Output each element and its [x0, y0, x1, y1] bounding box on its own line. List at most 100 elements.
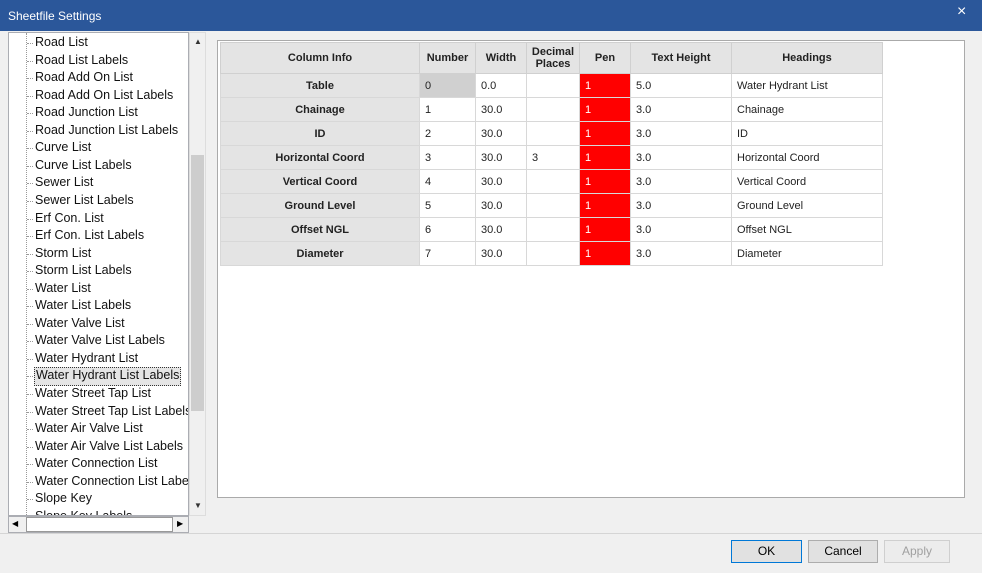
cell[interactable]: Water Hydrant List [731, 73, 883, 98]
cell[interactable]: 1 [579, 145, 631, 170]
tree-item[interactable]: Curve List Labels [35, 157, 132, 172]
cancel-button[interactable]: Cancel [808, 540, 878, 563]
cell[interactable]: 1 [579, 169, 631, 194]
tree-item[interactable]: Slope Key [35, 491, 92, 506]
horizontal-scrollbar[interactable]: ◀ ▶ [8, 516, 189, 533]
cell[interactable]: 30.0 [475, 241, 527, 266]
cell[interactable] [526, 193, 580, 218]
vertical-scrollbar[interactable]: ▲ ▼ [189, 32, 206, 516]
tree-item[interactable]: Road List Labels [35, 52, 129, 67]
cell[interactable] [526, 241, 580, 266]
cell[interactable]: 1 [579, 97, 631, 122]
cell[interactable]: 30.0 [475, 121, 527, 146]
cell[interactable]: 1 [579, 193, 631, 218]
cell[interactable]: 2 [419, 121, 476, 146]
cell[interactable]: Vertical Coord [731, 169, 883, 194]
tree-connector [27, 358, 33, 360]
cell[interactable]: Ground Level [731, 193, 883, 218]
tree-connector [27, 306, 33, 308]
cell[interactable]: Diameter [731, 241, 883, 266]
tree-item[interactable]: Road Junction List [35, 105, 138, 120]
tree-item[interactable]: Sewer List [35, 175, 94, 190]
cell[interactable]: 30.0 [475, 97, 527, 122]
column-header[interactable]: Column Info [220, 42, 420, 74]
tree-item[interactable]: Water Street Tap List Labels [35, 403, 189, 418]
cell[interactable]: 3.0 [630, 121, 732, 146]
tree-item[interactable]: Water Valve List Labels [35, 333, 165, 348]
tree-connector [27, 183, 33, 185]
tree-item[interactable]: Water Valve List [35, 315, 125, 330]
cell[interactable]: 5 [419, 193, 476, 218]
apply-button[interactable]: Apply [884, 540, 950, 563]
tree-item[interactable]: Sewer List Labels [35, 192, 134, 207]
cell[interactable] [526, 217, 580, 242]
tree-connector [27, 341, 33, 343]
cell[interactable]: 3.0 [630, 145, 732, 170]
cell[interactable]: 4 [419, 169, 476, 194]
tree-item[interactable]: Slope Key Labels [35, 508, 133, 516]
column-header[interactable]: Width [475, 42, 527, 74]
cell[interactable]: 1 [419, 97, 476, 122]
tree-item[interactable]: Road Add On List Labels [35, 87, 174, 102]
cell[interactable]: 3.0 [630, 241, 732, 266]
tree-item[interactable]: Road Add On List [35, 70, 133, 85]
cell[interactable]: 3.0 [630, 217, 732, 242]
cell[interactable]: 3 [419, 145, 476, 170]
tree-item[interactable]: Water Street Tap List [35, 386, 152, 400]
cell[interactable]: 1 [579, 217, 631, 242]
cell[interactable]: Horizontal Coord [731, 145, 883, 170]
tree-item[interactable]: Storm List Labels [35, 263, 132, 278]
cell[interactable] [526, 121, 580, 146]
cell[interactable]: Offset NGL [731, 217, 883, 242]
cell[interactable]: 30.0 [475, 145, 527, 170]
cell[interactable]: 5.0 [630, 73, 732, 98]
row-header: Table [220, 73, 420, 98]
cell[interactable]: 1 [579, 241, 631, 266]
tree-item[interactable]: Road Junction List Labels [35, 122, 179, 137]
cell[interactable]: 3.0 [630, 193, 732, 218]
cell[interactable] [526, 73, 580, 98]
cell[interactable] [526, 169, 580, 194]
tree-item[interactable]: Curve List [35, 140, 92, 155]
scroll-thumb[interactable] [191, 155, 204, 411]
tree-item[interactable]: Road List [35, 35, 88, 49]
cell[interactable]: 30.0 [475, 217, 527, 242]
ok-button[interactable]: OK [731, 540, 802, 563]
column-header[interactable]: Decimal Places [526, 42, 580, 74]
tree-connector [27, 499, 33, 501]
tree-item[interactable]: Erf Con. List Labels [35, 228, 145, 243]
cell[interactable]: 0 [419, 73, 476, 98]
cell[interactable]: 30.0 [475, 169, 527, 194]
column-header[interactable]: Headings [731, 42, 883, 74]
cell[interactable]: ID [731, 121, 883, 146]
cell[interactable]: 1 [579, 121, 631, 146]
tree-connector [27, 113, 33, 115]
tree-connector [27, 464, 33, 466]
tree-item[interactable]: Water Connection List Labels [35, 473, 189, 488]
close-button[interactable]: × [957, 3, 967, 20]
cell[interactable]: 7 [419, 241, 476, 266]
cell[interactable]: 30.0 [475, 193, 527, 218]
cell[interactable]: Chainage [731, 97, 883, 122]
cell[interactable]: 3.0 [630, 97, 732, 122]
tree-item[interactable]: Water Air Valve List [35, 421, 143, 436]
tree-item[interactable]: Water List Labels [35, 298, 132, 313]
tree-item[interactable]: Water Hydrant List [35, 350, 139, 365]
tree-connector [27, 394, 33, 395]
cell[interactable]: 3 [526, 145, 580, 170]
tree-item[interactable]: Erf Con. List [35, 210, 104, 225]
column-header[interactable]: Pen [579, 42, 631, 74]
tree-item[interactable]: Water Connection List [35, 456, 158, 471]
column-header[interactable]: Number [419, 42, 476, 74]
tree-item[interactable]: Storm List [35, 245, 92, 260]
tree-item[interactable]: Water Air Valve List Labels [35, 438, 183, 453]
cell[interactable]: 1 [579, 73, 631, 98]
cell[interactable]: 0.0 [475, 73, 527, 98]
cell[interactable]: 6 [419, 217, 476, 242]
table-row: Vertical Coord 4 30.0 1 3.0 Vertical Coord [220, 169, 883, 194]
cell[interactable] [526, 97, 580, 122]
tree-item[interactable]: Water List [35, 280, 91, 295]
cell[interactable]: 3.0 [630, 169, 732, 194]
column-header[interactable]: Text Height [630, 42, 732, 74]
tree-item[interactable]: Water Hydrant List Labels [34, 367, 182, 387]
